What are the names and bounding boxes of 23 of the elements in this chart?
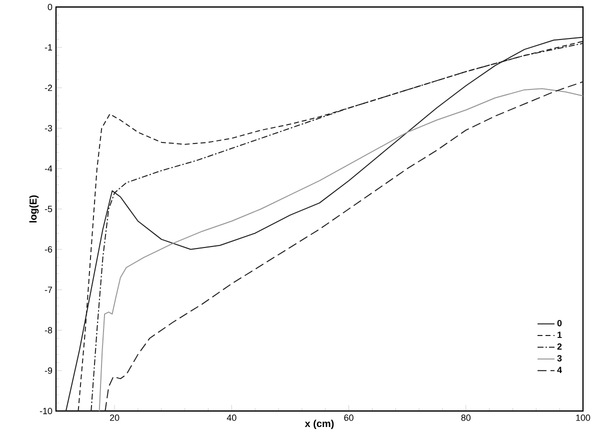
legend-label: 0: [557, 320, 562, 326]
y-tick-label: -9: [44, 367, 52, 374]
legend-label: 3: [557, 355, 562, 362]
x-axis-title: x (cm): [304, 420, 334, 430]
y-tick-label: -10: [40, 408, 52, 414]
y-tick-label: -5: [44, 206, 52, 212]
y-axis-title: log(E): [29, 195, 39, 222]
x-tick-label: 60: [344, 414, 354, 421]
y-tick-label: -2: [44, 84, 52, 91]
y-tick-label: -7: [44, 286, 52, 293]
x-tick-label: 40: [226, 414, 236, 421]
x-tick-label: 100: [576, 414, 590, 421]
y-tick-label: -1: [44, 44, 52, 50]
x-tick-label: 80: [461, 414, 471, 421]
y-tick-label: -6: [44, 246, 52, 253]
x-tick-label: 20: [110, 414, 120, 421]
legend-label: 2: [557, 343, 562, 350]
legend-label: 4: [557, 366, 562, 373]
legend-label: 1: [558, 332, 562, 338]
y-tick-label: -8: [44, 327, 52, 334]
y-tick-label: -4: [44, 166, 52, 172]
y-tick-label: -3: [44, 125, 52, 132]
y-tick-label: 0: [48, 4, 52, 10]
